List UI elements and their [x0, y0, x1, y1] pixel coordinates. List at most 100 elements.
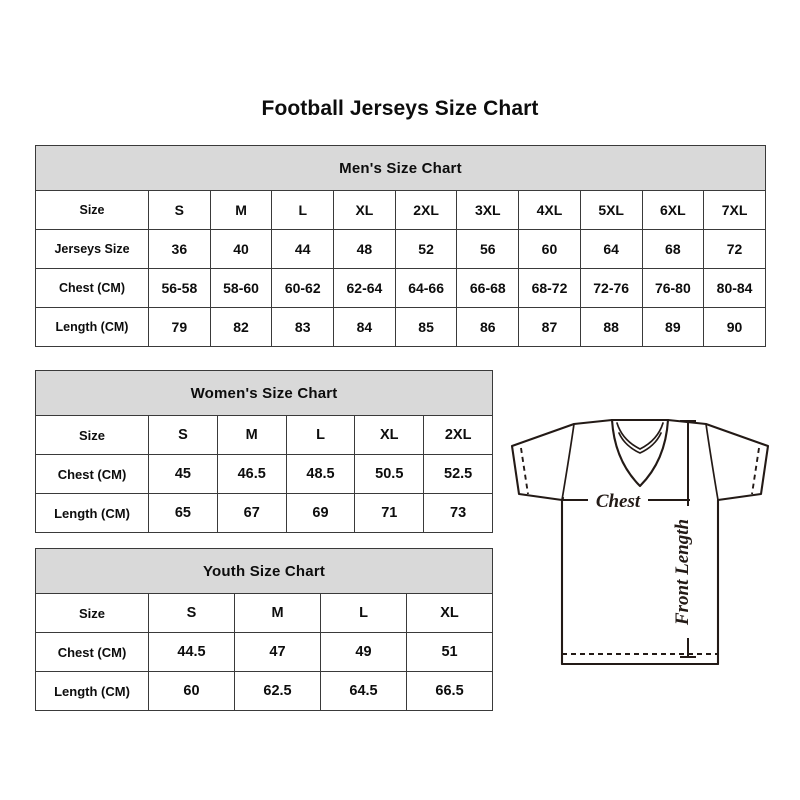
table-row-size-header: Size S M L XL [35, 593, 494, 633]
table-cell: 68 [641, 229, 705, 269]
table-cell: 51 [405, 632, 494, 672]
mens-size-l: L [271, 190, 335, 230]
mens-size-m: M [209, 190, 273, 230]
table-row-size-header: Size S M L XL 2XL 3XL 4XL 5XL 6XL 7XL [35, 190, 766, 230]
table-cell: 44 [271, 229, 335, 269]
mens-size-xl: XL [333, 190, 396, 230]
row-label-chest: Chest (CM) [35, 454, 149, 494]
mens-size-7xl: 7XL [703, 190, 766, 230]
jersey-measurement-diagram: Chest Front Length [500, 390, 780, 690]
chest-label: Chest [596, 491, 641, 512]
table-cell: 40 [209, 229, 273, 269]
table-cell: 64.5 [320, 671, 407, 711]
table-cell: 68-72 [518, 268, 581, 308]
youth-size-s: S [148, 593, 235, 633]
womens-size-xl: XL [354, 415, 425, 455]
right-cuff-dashed-line [751, 447, 760, 495]
table-caption-row: Women's Size Chart [34, 370, 494, 416]
table-cell: 48.5 [285, 454, 356, 494]
table-caption-row: Youth Size Chart [34, 548, 494, 594]
table-cell: 85 [394, 307, 458, 347]
row-label-chest: Chest (CM) [35, 632, 149, 672]
table-cell: 56-58 [148, 268, 211, 308]
youth-table-caption: Youth Size Chart [34, 548, 494, 594]
row-label-length: Length (CM) [35, 493, 149, 533]
womens-size-s: S [148, 415, 218, 455]
table-cell: 45 [148, 454, 218, 494]
table-cell: 80-84 [703, 268, 766, 308]
row-label-length: Length (CM) [35, 671, 149, 711]
right-armhole-seam [705, 423, 719, 501]
table-cell: 89 [641, 307, 705, 347]
table-cell: 52 [394, 229, 458, 269]
table-row: Length (CM) 60 62.5 64.5 66.5 [35, 671, 494, 711]
womens-size-m: M [216, 415, 287, 455]
youth-size-m: M [234, 593, 321, 633]
table-cell: 86 [456, 307, 520, 347]
page-title: Football Jerseys Size Chart [261, 97, 539, 120]
table-row: Length (CM) 79 82 83 84 85 86 87 88 89 9… [35, 307, 766, 347]
youth-size-chart-table: Youth Size Chart Size S M L XL Chest (CM… [34, 548, 494, 711]
left-cuff-dashed-line [520, 447, 529, 495]
table-row-size-header: Size S M L XL 2XL [35, 415, 494, 455]
table-cell: 52.5 [423, 454, 494, 494]
table-cell: 71 [354, 493, 425, 533]
table-cell: 66.5 [405, 671, 494, 711]
table-cell: 60 [518, 229, 581, 269]
mens-size-s: S [148, 190, 211, 230]
table-cell: 66-68 [456, 268, 520, 308]
mens-size-3xl: 3XL [456, 190, 520, 230]
table-cell: 62.5 [234, 671, 321, 711]
table-cell: 60-62 [271, 268, 335, 308]
table-row: Chest (CM) 44.5 47 49 51 [35, 632, 494, 672]
table-cell: 65 [148, 493, 218, 533]
womens-size-chart-table: Women's Size Chart Size S M L XL 2XL Che… [34, 370, 494, 533]
table-row: Jerseys Size 36 40 44 48 52 56 60 64 68 … [35, 229, 766, 269]
mens-size-5xl: 5XL [579, 190, 643, 230]
table-cell: 48 [333, 229, 396, 269]
table-cell: 82 [209, 307, 273, 347]
table-cell: 72-76 [579, 268, 643, 308]
table-cell: 73 [423, 493, 494, 533]
table-cell: 79 [148, 307, 211, 347]
womens-size-l: L [285, 415, 356, 455]
womens-size-2xl: 2XL [423, 415, 494, 455]
table-cell: 46.5 [216, 454, 287, 494]
row-label-length: Length (CM) [35, 307, 149, 347]
table-cell: 90 [703, 307, 766, 347]
row-label-size: Size [35, 415, 149, 455]
row-label-size: Size [35, 190, 149, 230]
table-cell: 58-60 [209, 268, 273, 308]
youth-size-xl: XL [405, 593, 494, 633]
front-length-label: Front Length [672, 519, 693, 626]
table-cell: 49 [320, 632, 407, 672]
table-cell: 56 [456, 229, 520, 269]
table-cell: 72 [703, 229, 766, 269]
womens-table-caption: Women's Size Chart [34, 370, 494, 416]
table-cell: 88 [579, 307, 643, 347]
youth-size-l: L [320, 593, 407, 633]
table-cell: 64 [579, 229, 643, 269]
table-cell: 76-80 [641, 268, 705, 308]
table-cell: 84 [333, 307, 396, 347]
mens-table-caption: Men's Size Chart [35, 145, 766, 191]
table-cell: 83 [271, 307, 335, 347]
table-row: Chest (CM) 45 46.5 48.5 50.5 52.5 [35, 454, 494, 494]
collar-inner-line-2 [618, 432, 662, 454]
table-cell: 47 [234, 632, 321, 672]
row-label-chest: Chest (CM) [35, 268, 149, 308]
table-row: Chest (CM) 56-58 58-60 60-62 62-64 64-66… [35, 268, 766, 308]
mens-size-2xl: 2XL [394, 190, 458, 230]
row-label-size: Size [35, 593, 149, 633]
left-armhole-seam [561, 423, 575, 501]
mens-size-chart-table: Men's Size Chart Size S M L XL 2XL 3XL 4… [35, 145, 766, 347]
table-cell: 67 [216, 493, 287, 533]
table-cell: 50.5 [354, 454, 425, 494]
table-row: Length (CM) 65 67 69 71 73 [35, 493, 494, 533]
collar-inner-line-1 [616, 422, 664, 450]
table-caption-row: Men's Size Chart [35, 145, 766, 191]
table-cell: 64-66 [394, 268, 458, 308]
mens-size-4xl: 4XL [518, 190, 581, 230]
table-cell: 87 [518, 307, 581, 347]
